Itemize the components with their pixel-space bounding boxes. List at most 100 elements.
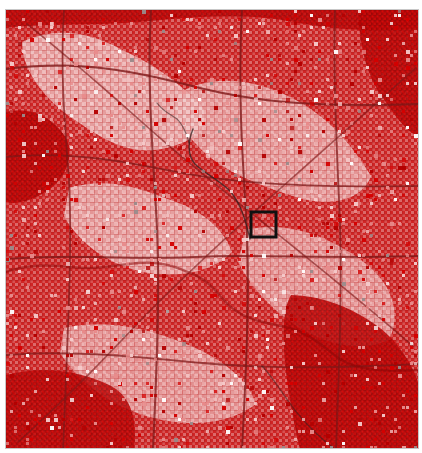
map-tile-speck (106, 58, 109, 61)
map-tile-speck (242, 382, 245, 385)
map-tile-speck (306, 202, 309, 205)
map-tile-speck (50, 426, 54, 430)
map-tile-speck (174, 174, 177, 177)
map-tile-speck (238, 338, 241, 341)
map-tile-speck (262, 334, 265, 337)
map-tile-speck (142, 162, 145, 165)
map-tile-speck (262, 442, 265, 445)
map-tile-speck (366, 362, 369, 365)
map-tile-speck (202, 122, 205, 125)
map-tile-speck (206, 154, 210, 158)
map-tile-speck (66, 66, 69, 69)
map-tile-speck (266, 330, 270, 334)
texture-overlay (6, 10, 418, 448)
map-tile-speck (286, 30, 289, 33)
map-tile-speck (378, 126, 382, 130)
map-tile-speck (282, 290, 286, 294)
map-tile-speck (266, 346, 269, 349)
map-tile-speck (70, 338, 73, 341)
map-tile-speck (214, 354, 217, 357)
map-tile-speck (182, 62, 185, 65)
map-tile-speck (166, 214, 169, 217)
map-tile-speck (258, 358, 261, 361)
map-tile-speck (134, 382, 137, 385)
map-tile-speck (290, 318, 293, 321)
map-tile-speck (10, 234, 13, 237)
map-tile-speck (386, 254, 389, 257)
map-tile-speck (86, 46, 89, 49)
map-tile-speck (326, 226, 329, 229)
map-tile-speck (286, 42, 289, 45)
map-tile-speck (362, 346, 365, 349)
map-tile-speck (58, 106, 61, 109)
map-tile-speck (302, 30, 305, 33)
map-tile-speck (134, 286, 137, 289)
map-tile-speck (342, 218, 345, 221)
map-tile-speck (126, 178, 130, 182)
map-tile-speck (406, 306, 409, 309)
map-tile-speck (82, 170, 85, 173)
map-tile-speck (314, 98, 318, 102)
map-tile-speck (74, 186, 77, 189)
map-tile-speck (134, 398, 137, 401)
map-tile-speck (294, 70, 297, 73)
map-tile-speck (126, 78, 130, 82)
map-tile-speck (10, 246, 14, 250)
map-tile-speck (194, 86, 197, 89)
map-tile-speck (142, 330, 145, 333)
map-tile-speck (294, 330, 297, 333)
map-tile-speck (214, 26, 217, 29)
map-tile-speck (298, 306, 301, 309)
map-tile-speck (370, 262, 373, 265)
map-tile-speck (386, 94, 389, 97)
map-tile-speck (114, 250, 117, 253)
map-tile-speck (162, 438, 165, 441)
map-tile-speck (94, 302, 97, 305)
map-tile-speck (366, 230, 369, 233)
map-tile-speck (154, 230, 157, 233)
map-tile-speck (230, 426, 233, 429)
map-tile-speck (298, 62, 302, 66)
map-canvas[interactable] (5, 9, 419, 449)
map-tile-speck (182, 310, 185, 313)
map-tile-speck (18, 270, 21, 273)
map-tile-speck (342, 282, 346, 286)
map-tile-speck (222, 390, 225, 393)
map-tile-speck (118, 290, 121, 293)
map-tile-speck (50, 118, 53, 121)
map-tile-speck (414, 446, 417, 448)
map-tile-speck (154, 358, 157, 361)
map-tile-speck (302, 186, 306, 190)
map-tile-speck (230, 398, 234, 402)
map-tile-speck (110, 422, 113, 425)
map-tile-speck (366, 150, 369, 153)
map-tile-speck (346, 242, 349, 245)
map-tile-speck (6, 18, 9, 21)
map-tile-speck (346, 158, 350, 162)
map-tile-speck (26, 366, 29, 369)
tiled-overlay-map[interactable] (6, 10, 419, 449)
map-tile-speck (162, 190, 165, 193)
map-tile-speck (58, 102, 61, 105)
map-tile-speck (22, 278, 25, 281)
map-tile-speck (118, 238, 121, 241)
map-tile-speck (326, 162, 330, 166)
map-tile-speck (146, 38, 149, 41)
map-tile-speck (34, 206, 37, 209)
map-tile-speck (262, 290, 265, 293)
map-tile-speck (34, 162, 37, 165)
map-tile-speck (126, 206, 129, 209)
map-tile-speck (54, 178, 57, 181)
map-tile-speck (206, 402, 209, 405)
map-tile-speck (218, 214, 221, 217)
map-tile-speck (38, 234, 41, 237)
map-tile-speck (382, 414, 385, 417)
map-tile-speck (54, 86, 57, 89)
map-tile-speck (78, 206, 81, 209)
map-tile-speck (50, 294, 53, 297)
selection-box[interactable] (249, 210, 278, 239)
map-tile-speck (182, 18, 185, 21)
map-tile-speck (298, 178, 301, 181)
map-tile-speck (402, 194, 405, 197)
map-tile-speck (102, 190, 105, 193)
